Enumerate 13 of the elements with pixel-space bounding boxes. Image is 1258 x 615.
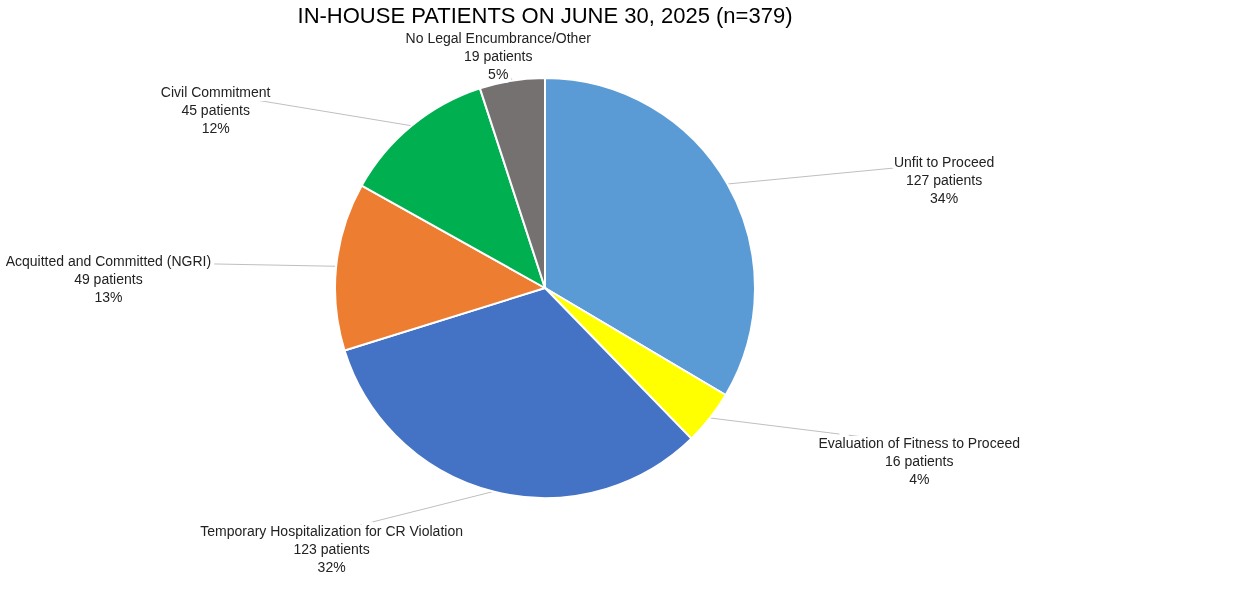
- slice-label: No Legal Encumbrance/Other: [405, 30, 592, 47]
- slice-label: Civil Commitment: [160, 84, 271, 101]
- slice-label: Unfit to Proceed: [893, 154, 995, 171]
- slice-label: Temporary Hospitalization for CR Violation: [200, 523, 463, 540]
- slice-label: Evaluation of Fitness to Proceed: [818, 434, 1021, 451]
- data-label: 45 patients 12%: [181, 102, 250, 137]
- data-label: 49 patients 13%: [74, 270, 143, 305]
- slice-label: Acquitted and Committed (NGRI): [5, 252, 212, 269]
- chart-title: IN-HOUSE PATIENTS ON JUNE 30, 2025 (n=379): [297, 3, 793, 29]
- data-label: 123 patients 32%: [293, 541, 370, 576]
- data-label: 16 patients 4%: [884, 452, 954, 487]
- data-label: 127 patients 34%: [905, 172, 983, 207]
- data-label: 19 patients 5%: [463, 48, 533, 83]
